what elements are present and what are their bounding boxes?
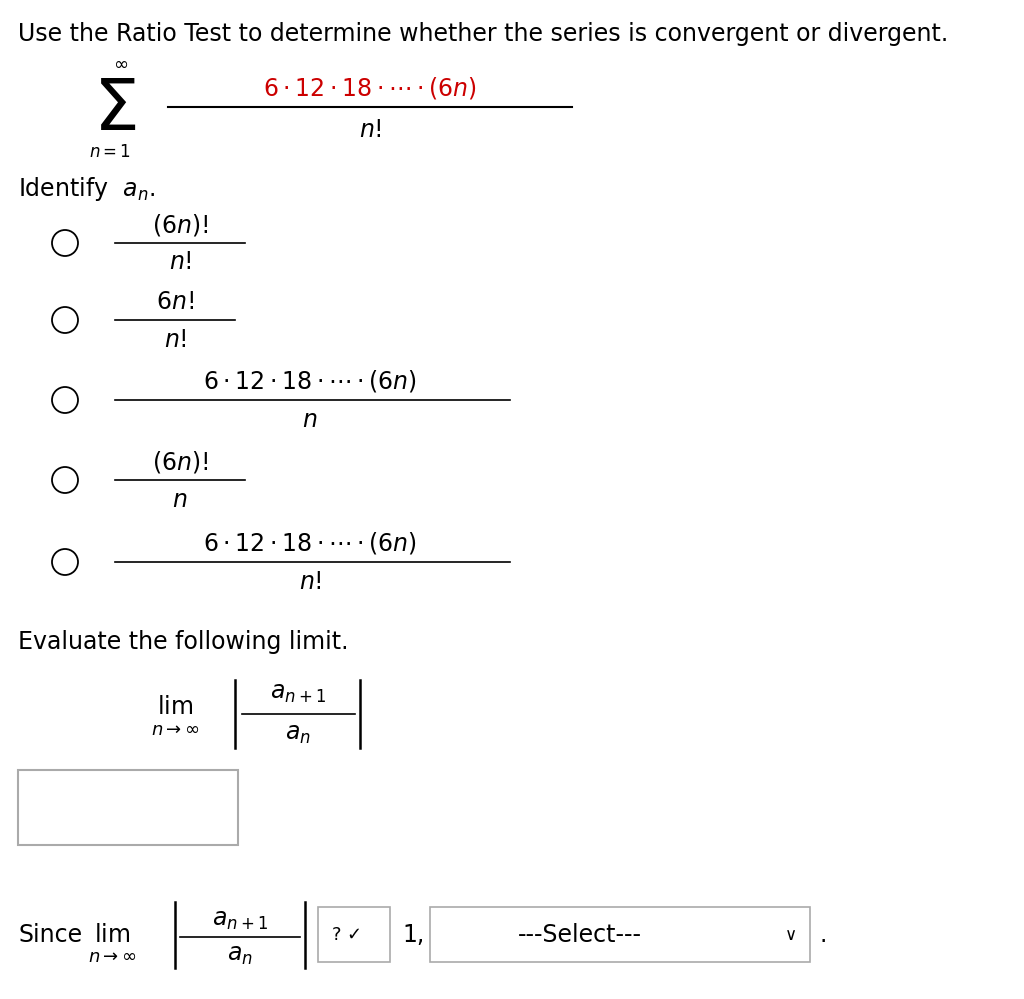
Text: $(6n)!$: $(6n)!$ <box>152 449 208 475</box>
FancyBboxPatch shape <box>318 907 390 962</box>
Text: $(6n)!$: $(6n)!$ <box>152 212 208 238</box>
Text: $a_{n+1}$: $a_{n+1}$ <box>270 681 326 705</box>
Text: Use the Ratio Test to determine whether the series is convergent or divergent.: Use the Ratio Test to determine whether … <box>18 22 948 46</box>
Text: $n!$: $n!$ <box>169 250 191 274</box>
FancyBboxPatch shape <box>430 907 810 962</box>
Text: $\mathrm{lim}$: $\mathrm{lim}$ <box>94 923 130 947</box>
Text: $n$: $n$ <box>172 488 187 512</box>
Text: $a_{n+1}$: $a_{n+1}$ <box>212 908 268 932</box>
Text: $n \rightarrow \infty$: $n \rightarrow \infty$ <box>151 721 200 739</box>
Text: $\vee$: $\vee$ <box>784 926 796 944</box>
Text: $n!$: $n!$ <box>164 328 186 352</box>
Text: ? $\checkmark$: ? $\checkmark$ <box>332 926 360 944</box>
Text: $6 \cdot 12 \cdot 18 \cdot \cdots \cdot (6n)$: $6 \cdot 12 \cdot 18 \cdot \cdots \cdot … <box>263 75 477 101</box>
FancyBboxPatch shape <box>18 770 238 845</box>
Text: $6 \cdot 12 \cdot 18 \cdot \cdots \cdot (6n)$: $6 \cdot 12 \cdot 18 \cdot \cdots \cdot … <box>203 368 417 394</box>
Text: $n = 1$: $n = 1$ <box>89 143 131 161</box>
Text: $\Sigma$: $\Sigma$ <box>93 76 136 145</box>
Text: $6 \cdot 12 \cdot 18 \cdot \cdots \cdot (6n)$: $6 \cdot 12 \cdot 18 \cdot \cdots \cdot … <box>203 530 417 556</box>
Text: $\infty$: $\infty$ <box>114 55 129 73</box>
Text: .: . <box>820 923 827 947</box>
Text: $\mathrm{lim}$: $\mathrm{lim}$ <box>157 695 194 719</box>
Text: Since: Since <box>18 923 82 947</box>
Text: $a_n$: $a_n$ <box>285 722 311 746</box>
Text: $n$: $n$ <box>302 408 317 432</box>
Text: $6n!$: $6n!$ <box>156 290 194 314</box>
Text: $a_n$: $a_n$ <box>227 943 253 967</box>
Text: $n!$: $n!$ <box>299 570 322 594</box>
Text: $n \rightarrow \infty$: $n \rightarrow \infty$ <box>88 948 136 966</box>
Text: ---Select---: ---Select--- <box>518 923 642 947</box>
Text: $n!$: $n!$ <box>358 118 382 142</box>
Text: Evaluate the following limit.: Evaluate the following limit. <box>18 630 348 654</box>
Text: 1,: 1, <box>402 923 424 947</box>
Text: Identify  $a_n.$: Identify $a_n.$ <box>18 175 156 203</box>
